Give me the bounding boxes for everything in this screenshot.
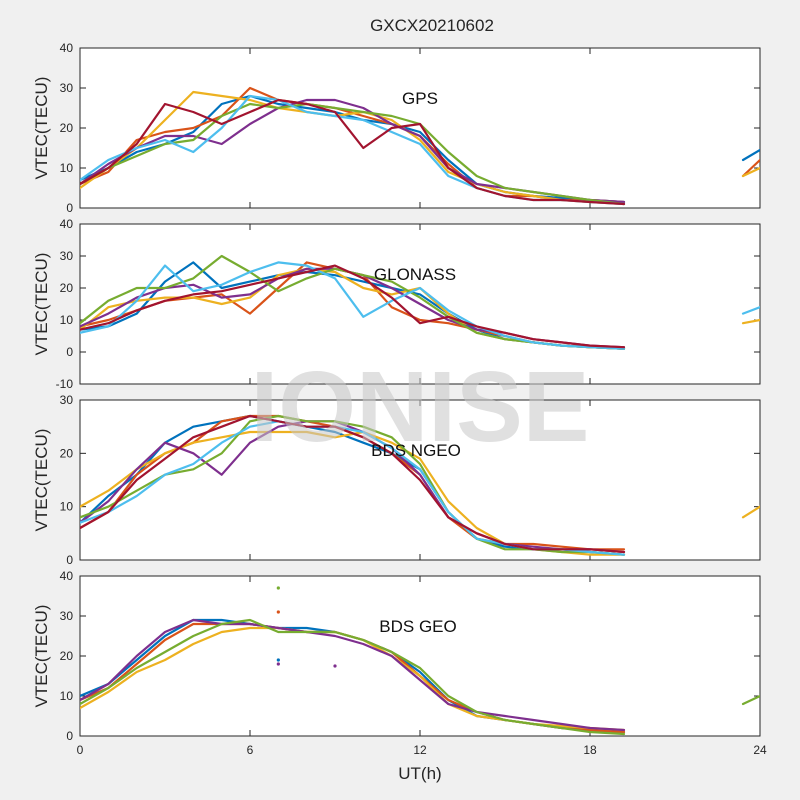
- y-axis-label: VTEC(TECU): [32, 77, 51, 180]
- y-tick-label: 30: [60, 609, 74, 623]
- series-line-5: [741, 694, 760, 706]
- y-tick-label: 20: [60, 281, 74, 295]
- y-tick-label: 40: [60, 569, 74, 583]
- y-tick-label: 30: [60, 81, 74, 95]
- panel-label: GPS: [402, 89, 438, 108]
- series-line-5: [80, 261, 626, 350]
- series-line-4: [80, 618, 626, 736]
- series-line-7: [741, 158, 760, 178]
- data-point-0: [276, 586, 280, 590]
- series-line-6: [80, 98, 626, 206]
- y-tick-label: 30: [60, 249, 74, 263]
- x-tick-label: 12: [413, 743, 427, 757]
- y-tick-label: 0: [66, 201, 73, 215]
- series-line-7: [741, 318, 760, 325]
- y-axis-label: VTEC(TECU): [32, 429, 51, 532]
- watermark-text: IONISE: [251, 351, 590, 463]
- y-tick-label: 30: [60, 393, 74, 407]
- y-tick-label: 0: [66, 345, 73, 359]
- data-point-3: [276, 662, 280, 666]
- series-line-2: [80, 90, 626, 206]
- panel-3: 0 10 20 30 40 0 6 12 18 24 VTEC(TECU) BDS GEO: [32, 569, 767, 757]
- x-tick-label: 6: [247, 743, 254, 757]
- x-tick-label: 18: [583, 743, 597, 757]
- series-line-4: [80, 102, 626, 206]
- panel-0: 0 10 20 30 40 VTEC(TECU) GPS: [32, 41, 761, 215]
- y-tick-label: 20: [60, 446, 74, 460]
- series-line-9: [741, 166, 760, 178]
- y-tick-label: 10: [60, 689, 74, 703]
- series-line-3: [80, 618, 626, 732]
- y-axis-label: VTEC(TECU): [32, 253, 51, 356]
- plot-area: [79, 47, 761, 209]
- series-line-7: [741, 505, 760, 519]
- series-group: [80, 586, 760, 736]
- panel-1: -10 0 10 20 30 40 VTEC(TECU) GLONASS: [32, 217, 761, 391]
- y-tick-label: 10: [60, 313, 74, 327]
- y-tick-label: 10: [60, 161, 74, 175]
- y-tick-label: 40: [60, 41, 74, 55]
- panel-2: 0 10 20 30 VTEC(TECU) BDS NGEO: [32, 393, 761, 567]
- y-tick-label: 10: [60, 500, 74, 514]
- panel-label: BDS GEO: [379, 617, 456, 636]
- series-line-6: [80, 414, 626, 554]
- series-line-8: [741, 148, 760, 162]
- series-group: [80, 414, 760, 556]
- data-point-1: [276, 610, 280, 614]
- series-group: [80, 86, 760, 206]
- series-line-8: [741, 306, 760, 315]
- x-axis-label: UT(h): [398, 764, 441, 783]
- series-line-6: [80, 264, 626, 349]
- y-tick-label: 0: [66, 553, 73, 567]
- y-tick-label: 40: [60, 217, 74, 231]
- panel-label: GLONASS: [374, 265, 456, 284]
- y-axis-label: VTEC(TECU): [32, 605, 51, 708]
- data-point-2: [276, 658, 280, 662]
- y-tick-label: 20: [60, 649, 74, 663]
- panel-label: BDS NGEO: [371, 441, 461, 460]
- x-tick-label: 24: [753, 743, 767, 757]
- data-point-4: [333, 664, 337, 668]
- y-tick-label: 20: [60, 121, 74, 135]
- x-tick-label: 0: [77, 743, 84, 757]
- plot-area: [79, 575, 761, 737]
- chart-title: GXCX20210602: [370, 16, 494, 35]
- panels: 0 10 20 30 40 VTEC(TECU) GPS -10 0 10 20 30 40 VTEC(T…: [32, 41, 767, 757]
- y-tick-label: -10: [56, 377, 74, 391]
- series-line-3: [80, 420, 626, 554]
- y-tick-label: 0: [66, 729, 73, 743]
- series-group: [80, 254, 760, 350]
